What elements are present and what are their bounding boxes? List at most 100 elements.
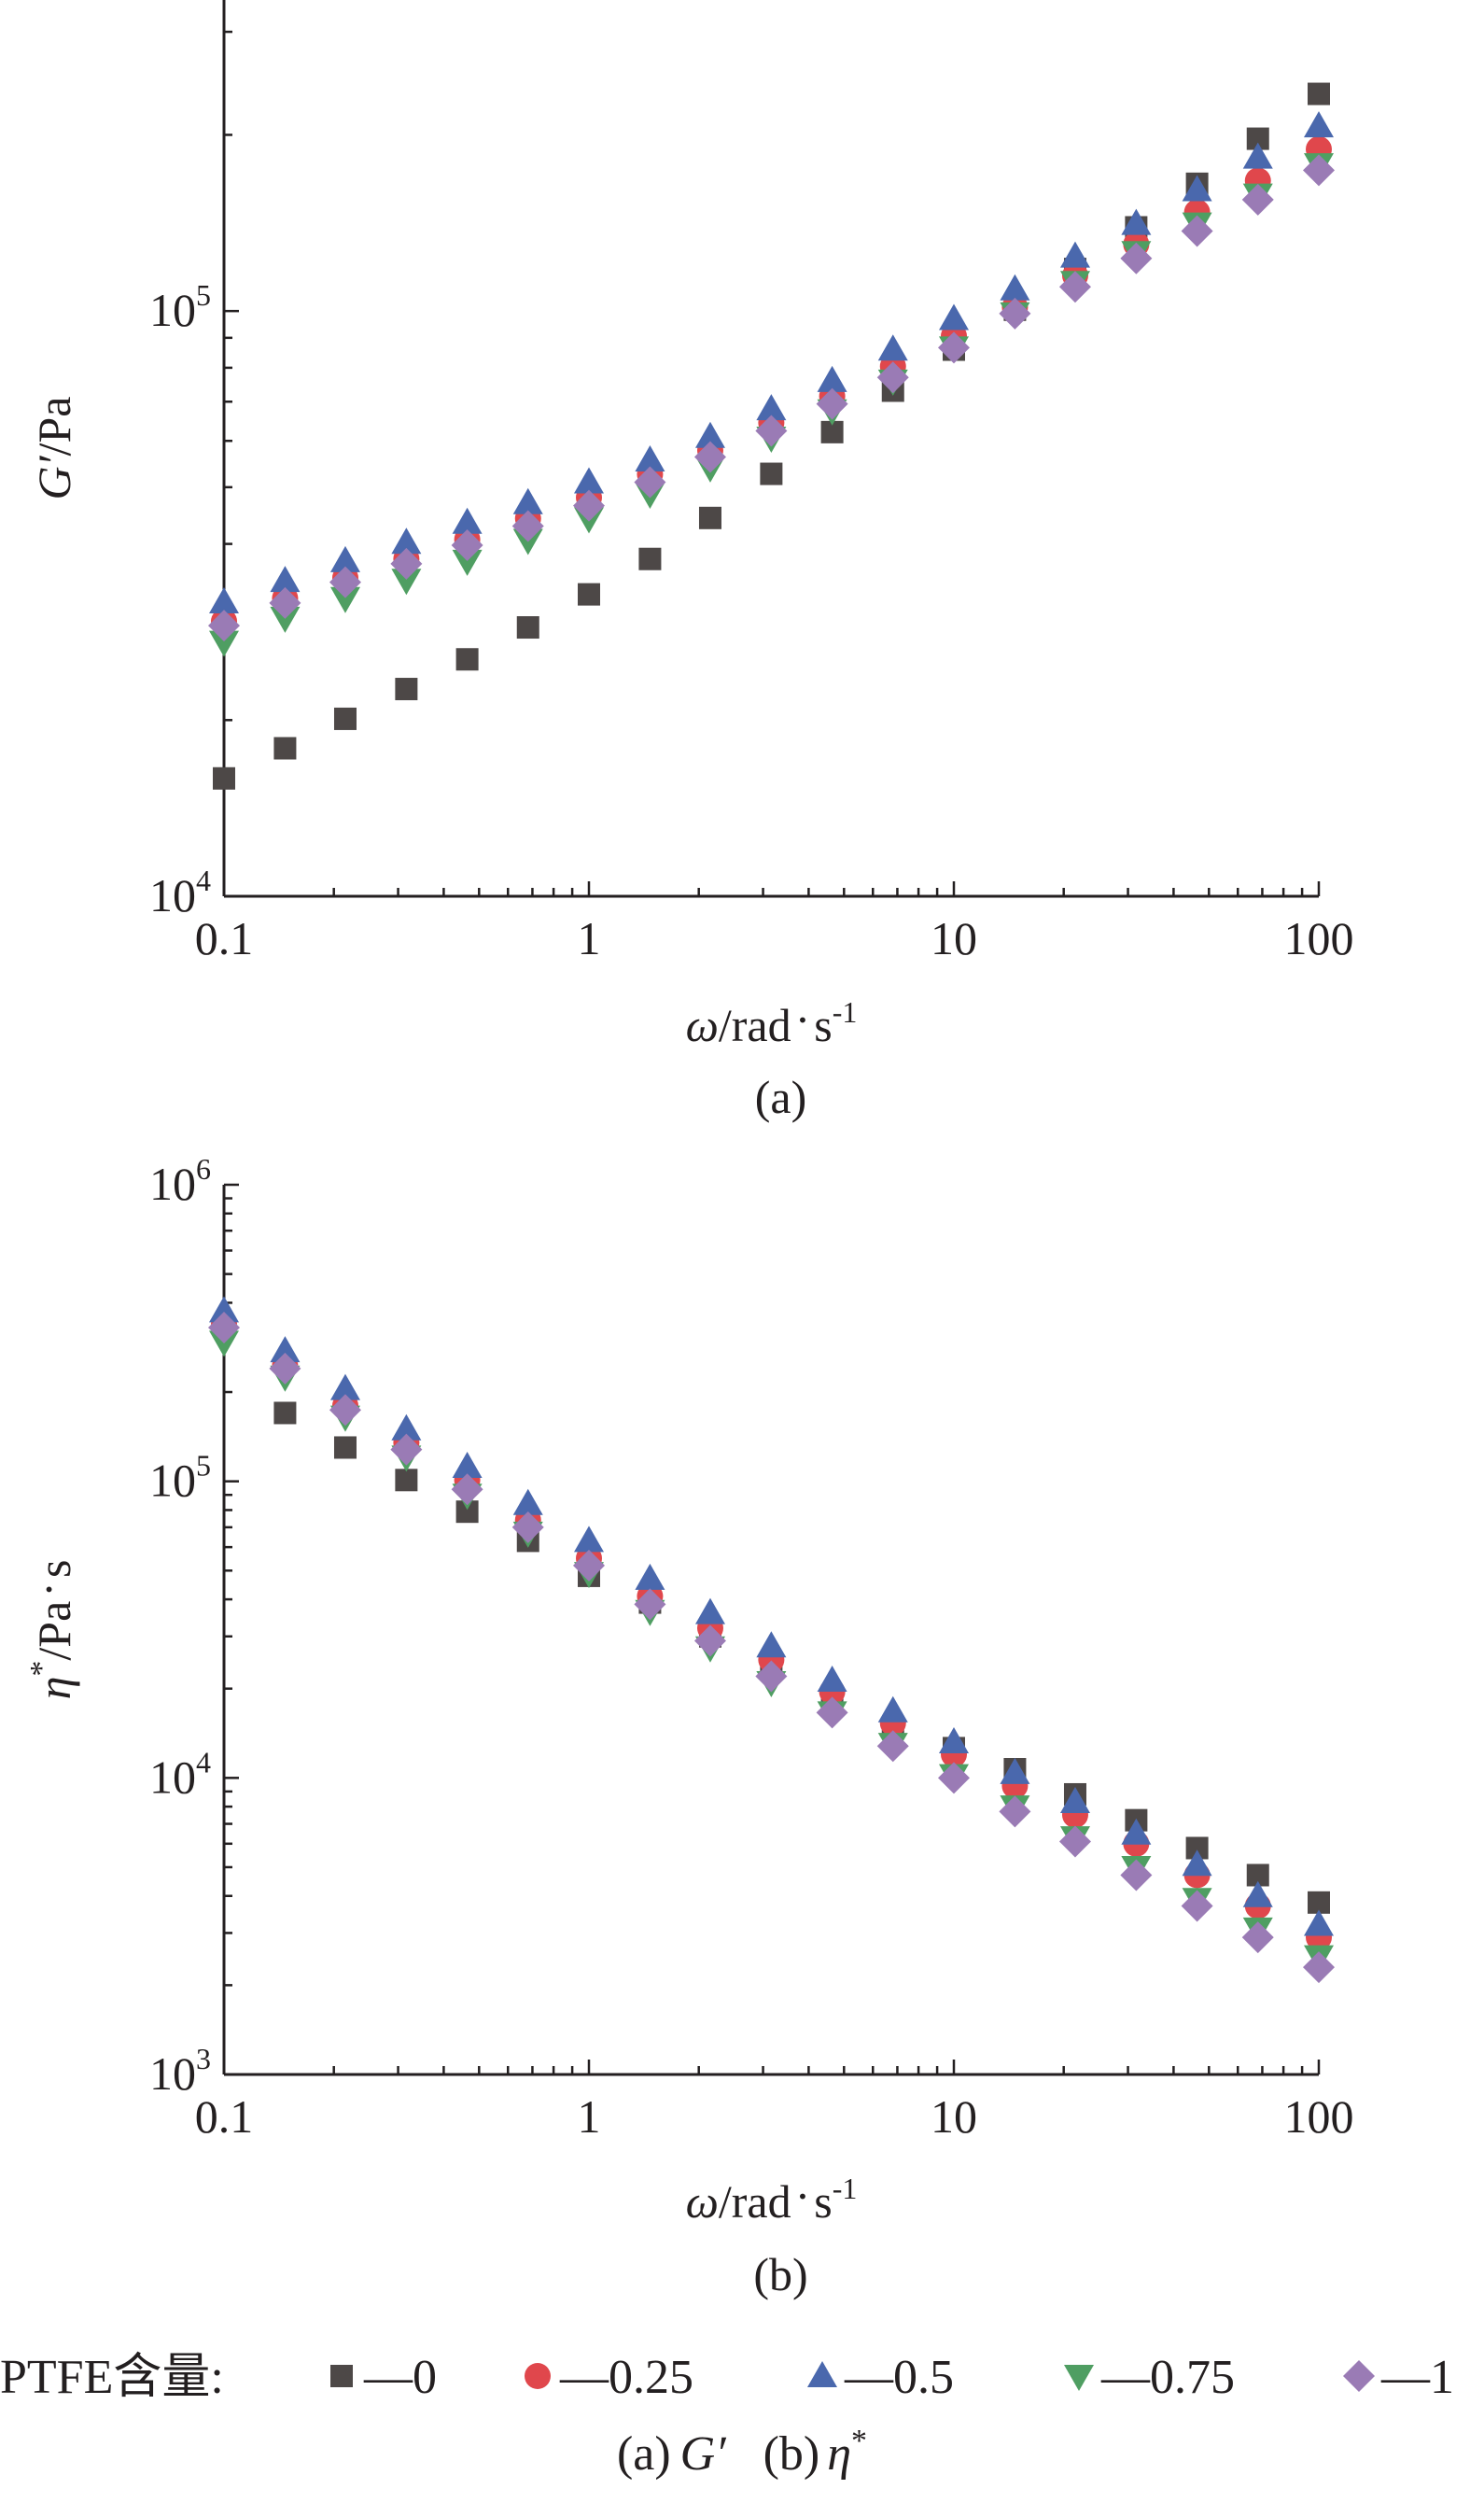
x-axis-label: ω/rad·s-1 — [686, 993, 858, 1051]
data-point — [635, 1563, 665, 1590]
data-point — [329, 1373, 360, 1400]
legend-marker — [330, 2365, 353, 2387]
x-axis-label-unit: s — [814, 999, 832, 1051]
caption-a-symbol: G′ — [680, 2427, 728, 2481]
data-point — [634, 466, 666, 499]
data-point — [1182, 1849, 1212, 1877]
legend-marker — [525, 2363, 551, 2389]
legend-label: —1 — [1380, 2351, 1454, 2404]
y-tick-base: 10 — [149, 1158, 196, 1210]
data-point — [451, 1473, 483, 1506]
legend-prefix: PTFE含量: — [0, 2351, 224, 2404]
x-axis-label-text: /rad — [719, 999, 791, 1051]
y-axis-label-text: /Pa — [28, 397, 80, 457]
series-2 — [209, 111, 1334, 614]
data-point — [455, 648, 479, 671]
y-tick-exponent: 4 — [196, 1745, 211, 1779]
y-axis-label-unit: s — [28, 1560, 80, 1578]
legend-marker — [1064, 2365, 1094, 2391]
series-1 — [211, 135, 1332, 635]
data-point — [512, 487, 543, 514]
data-point — [876, 1730, 909, 1763]
y-tick-exponent: 4 — [196, 864, 211, 897]
legend-label: —0.5 — [844, 2351, 954, 2404]
data-point — [755, 415, 788, 447]
series-0 — [273, 1401, 1330, 1914]
series-2 — [209, 1296, 1334, 1936]
data-point — [877, 1695, 908, 1723]
data-point — [698, 506, 721, 529]
x-axis-label-sup: -1 — [833, 995, 858, 1029]
series-4 — [208, 154, 1335, 642]
data-point — [816, 1696, 848, 1729]
data-point — [694, 421, 725, 448]
panel-label: (a) — [755, 1071, 807, 1123]
data-point — [999, 297, 1031, 330]
x-axis-label-dot: · — [795, 993, 811, 1046]
data-point — [1058, 271, 1091, 303]
data-point — [876, 361, 909, 394]
data-point — [573, 489, 605, 522]
y-tick-base: 10 — [149, 284, 196, 336]
y-tick-label: 106 — [149, 1152, 211, 1210]
data-point — [1304, 1909, 1334, 1936]
data-point — [390, 547, 423, 580]
data-point — [270, 606, 301, 633]
data-point — [938, 1762, 970, 1794]
data-point — [270, 1336, 301, 1363]
x-tick-label: 10 — [931, 912, 977, 964]
x-axis-label-var: ω — [686, 999, 719, 1051]
data-point — [1120, 242, 1153, 274]
data-point — [333, 707, 357, 730]
data-point — [694, 1597, 725, 1624]
x-tick-label: 0.1 — [195, 2090, 254, 2143]
data-point — [273, 737, 297, 760]
data-point — [512, 1488, 543, 1515]
y-tick-base: 10 — [149, 1751, 196, 1803]
y-axis-label-dot: · — [22, 1582, 75, 1597]
data-point — [817, 365, 847, 392]
data-point — [578, 583, 600, 606]
x-tick-label: 1 — [578, 912, 601, 964]
data-point — [329, 566, 361, 598]
legend-entry: —0.5 — [807, 2351, 954, 2404]
data-point — [999, 1795, 1031, 1828]
y-tick-base: 10 — [149, 2047, 196, 2100]
data-point — [635, 444, 665, 471]
legend-label: —0.25 — [559, 2351, 693, 2404]
data-point — [1000, 274, 1030, 301]
caption-b-label: (b) — [763, 2427, 820, 2481]
x-axis-label-text: /rad — [719, 2175, 791, 2228]
data-point — [390, 1433, 423, 1466]
data-point — [756, 394, 787, 421]
data-point — [452, 1452, 483, 1479]
data-point — [451, 528, 483, 561]
y-axis-label-text: /Pa — [28, 1601, 80, 1661]
data-point — [938, 331, 970, 364]
data-point — [1241, 183, 1274, 216]
x-tick-label: 100 — [1284, 912, 1354, 964]
data-point — [756, 1631, 787, 1658]
data-point — [209, 587, 239, 614]
data-point — [213, 766, 235, 790]
x-tick-label: 0.1 — [195, 912, 254, 964]
data-point — [209, 630, 239, 657]
data-point — [939, 1727, 969, 1754]
data-point — [574, 1526, 604, 1553]
data-point — [1308, 82, 1330, 105]
data-point — [391, 569, 422, 596]
panel-label: (b) — [753, 2248, 807, 2300]
data-point — [939, 303, 969, 330]
data-point — [452, 549, 483, 576]
data-point — [511, 1511, 544, 1543]
data-point — [452, 507, 483, 534]
x-axis-label-unit: s — [814, 2175, 832, 2228]
data-point — [208, 610, 240, 642]
data-point — [273, 1401, 297, 1425]
y-tick-exponent: 3 — [196, 2042, 211, 2075]
y-tick-label: 104 — [149, 1745, 211, 1803]
data-point — [209, 1330, 239, 1357]
data-point — [1120, 1859, 1153, 1891]
